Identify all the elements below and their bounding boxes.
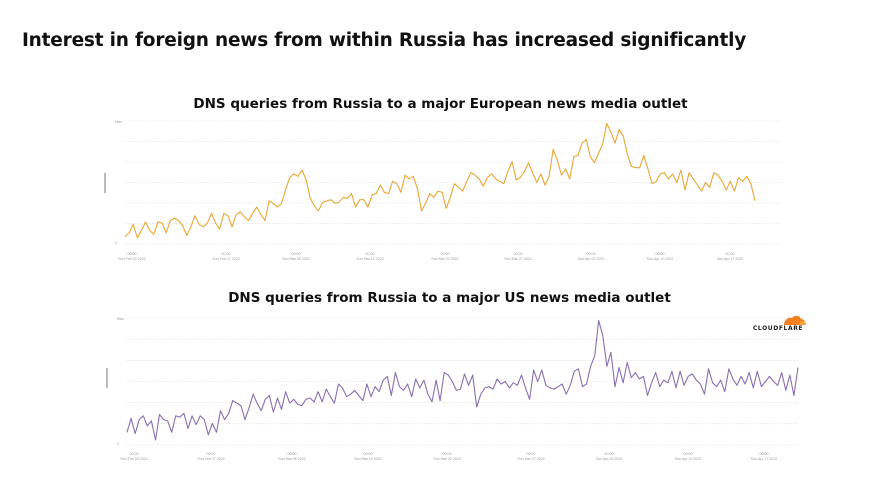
x-tick-date: Sun Apr 10 2022 (647, 257, 674, 261)
x-tick-date: Sun Apr 17 2022 (751, 457, 778, 461)
x-tick-time: 00:00 (726, 252, 735, 256)
x-tick-time: 00:00 (684, 452, 693, 456)
x-tick-date: Sun Mar 27 2022 (517, 457, 545, 461)
x-tick-time: 00:00 (292, 252, 301, 256)
chart-title-european: DNS queries from Russia to a major Europ… (193, 96, 688, 112)
chart-title-us: DNS queries from Russia to a major US ne… (228, 290, 671, 306)
x-tick-date: Sun Mar 20 2022 (433, 457, 461, 461)
slide-title: Interest in foreign news from within Rus… (22, 30, 747, 51)
x-tick-time: 00:00 (130, 452, 139, 456)
x-tick-time: 00:00 (443, 452, 452, 456)
x-tick-date: Sun Mar 06 2022 (282, 257, 310, 261)
x-tick-time: 00:00 (207, 452, 216, 456)
x-tick-time: 00:00 (364, 452, 373, 456)
x-tick-date: Sun Mar 13 2022 (356, 257, 384, 261)
y-tick-label: 0 (117, 442, 119, 446)
x-tick-time: 00:00 (514, 252, 523, 256)
x-tick-time: 00:00 (366, 252, 375, 256)
x-tick-time: 00:00 (587, 252, 596, 256)
cloud-icon (784, 315, 806, 325)
us-series-line (126, 319, 799, 441)
x-tick-time: 00:00 (656, 252, 665, 256)
x-tick-date: Sun Mar 13 2022 (354, 457, 382, 461)
x-tick-date: Sun Mar 27 2022 (504, 257, 532, 261)
logo-text: CLOUDFLARE (752, 325, 804, 332)
x-tick-date: Sun Feb 20 2022 (120, 457, 148, 461)
x-tick-time: 00:00 (605, 452, 614, 456)
x-tick-date: Sun Mar 20 2022 (431, 257, 459, 261)
x-tick-date: Sun Apr 17 2022 (717, 257, 744, 261)
cloudflare-logo: CLOUDFLARE (748, 313, 808, 335)
x-tick-time: 00:00 (527, 452, 536, 456)
y-tick-label: Max (115, 120, 122, 124)
x-tick-date: Sun Mar 06 2022 (278, 457, 306, 461)
x-tick-time: 00:00 (441, 252, 450, 256)
x-tick-date: Sun Feb 20 2022 (118, 257, 146, 261)
y-tick-label: 0 (115, 241, 117, 245)
x-tick-date: Sun Feb 27 2022 (212, 257, 240, 261)
x-tick-time: 00:00 (760, 452, 769, 456)
y-tick-label: Max (117, 317, 124, 321)
x-tick-date: Sun Apr 03 2022 (596, 457, 623, 461)
european-series-line (124, 122, 756, 239)
x-tick-date: Sun Apr 03 2022 (578, 257, 605, 261)
x-tick-time: 00:00 (288, 452, 297, 456)
x-tick-time: 00:00 (128, 252, 137, 256)
x-tick-date: Sun Feb 27 2022 (197, 457, 225, 461)
x-tick-date: Sun Apr 10 2022 (675, 457, 702, 461)
x-tick-time: 00:00 (222, 252, 231, 256)
